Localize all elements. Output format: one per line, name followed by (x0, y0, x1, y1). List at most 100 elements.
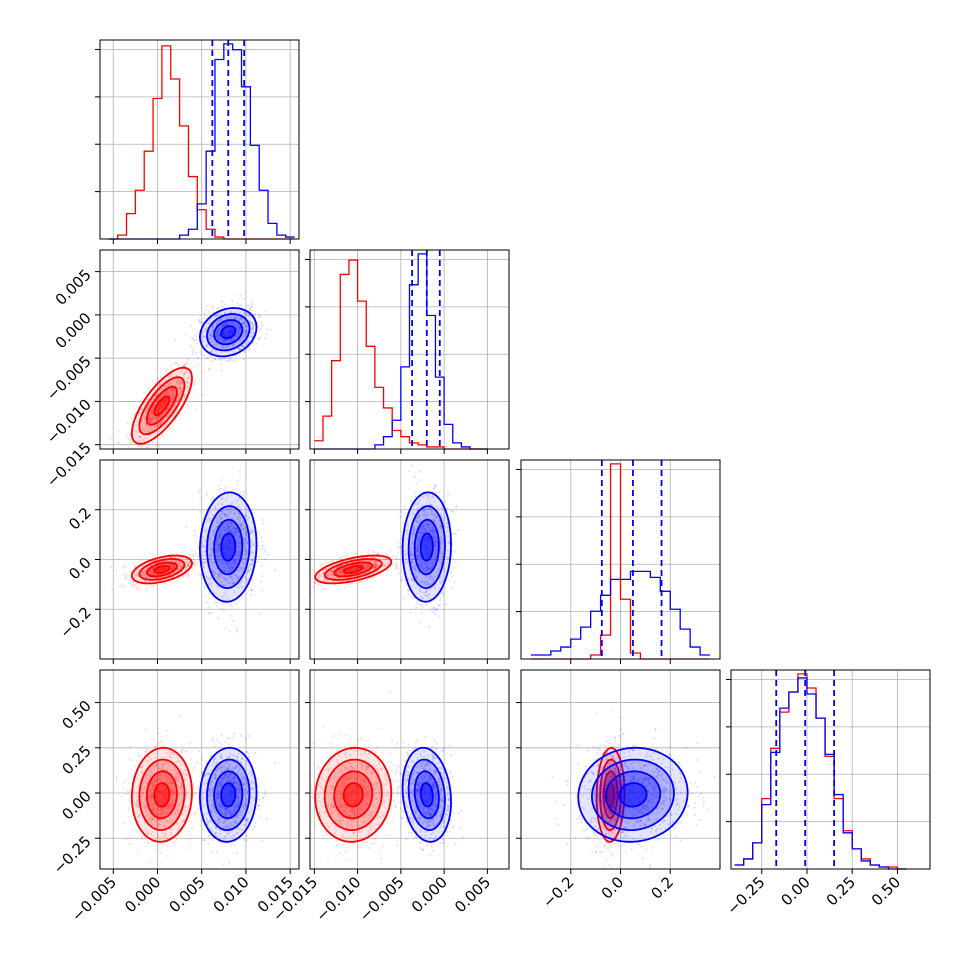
sample-point-blue (211, 571, 214, 574)
sample-point-red (160, 421, 163, 424)
sample-point-blue (418, 587, 421, 591)
sample-point-blue (418, 521, 421, 524)
sample-point-blue (246, 518, 249, 522)
sample-point-red (141, 450, 143, 452)
sample-point-red (152, 573, 155, 576)
sample-point-blue (261, 588, 264, 592)
sample-point-red (355, 568, 359, 571)
sample-point-red (171, 563, 174, 566)
sample-point-blue (225, 561, 228, 564)
sample-point-blue (426, 553, 430, 556)
sample-point-red (132, 790, 135, 793)
sample-point-blue (223, 513, 226, 516)
sample-point-red (144, 576, 147, 579)
sample-point-blue (413, 573, 416, 576)
sample-point-blue (217, 533, 220, 536)
sample-point-red (162, 783, 165, 787)
sample-point-red (179, 562, 182, 565)
sample-point-red (356, 566, 359, 570)
sample-point-blue (259, 580, 263, 583)
sample-point-red (163, 824, 166, 827)
sample-point-red (168, 393, 172, 396)
sample-point-blue (428, 540, 431, 543)
sample-point-red (160, 768, 163, 771)
sample-point-blue (432, 519, 436, 523)
sample-point-red (179, 564, 182, 567)
sample-point-red (162, 765, 165, 769)
sample-point-blue (233, 311, 237, 314)
sample-point-red (167, 383, 171, 386)
sample-point-red (183, 773, 186, 776)
sample-point-blue (411, 578, 414, 581)
sample-point-red (169, 768, 172, 772)
sample-point-red (156, 790, 159, 793)
density-fill-red (324, 559, 382, 580)
sample-point-blue (234, 317, 237, 320)
sample-point-red (150, 795, 153, 798)
sample-point-blue (406, 524, 409, 527)
sample-point-red (165, 423, 168, 426)
sample-point-blue (222, 323, 225, 326)
sample-point-red (174, 791, 177, 794)
sample-point-blue (234, 574, 237, 577)
sample-point-blue (229, 561, 232, 565)
sample-point-red (366, 551, 370, 554)
sample-point-blue (244, 539, 247, 542)
sample-point-blue (228, 316, 232, 320)
sample-point-blue (225, 552, 228, 555)
sample-point-red (300, 586, 302, 588)
sample-point-blue (210, 317, 213, 320)
sample-point-blue (435, 523, 439, 526)
sample-point-red (185, 403, 188, 406)
sample-point-red (162, 401, 165, 404)
sample-point-blue (429, 578, 432, 581)
sample-point-red (149, 419, 152, 422)
sample-point-blue (449, 571, 453, 574)
sample-point-blue (205, 493, 208, 497)
sample-point-blue (235, 316, 238, 319)
sample-point-blue (427, 507, 430, 510)
sample-point-red (161, 402, 164, 405)
sample-point-blue (440, 575, 443, 578)
sample-point-blue (242, 557, 245, 560)
sample-point-blue (447, 541, 450, 545)
sample-point-red (355, 568, 358, 571)
sample-point-blue (225, 561, 228, 564)
sample-point-red (160, 404, 163, 407)
sample-point-blue (244, 548, 247, 551)
sample-point-blue (228, 328, 231, 331)
sample-point-blue (426, 535, 430, 539)
sample-point-red (306, 574, 308, 576)
sample-point-red (192, 568, 195, 571)
sample-point-blue (405, 538, 408, 541)
sample-point-red (185, 567, 188, 570)
sample-point-blue (238, 550, 241, 554)
sample-point-red (167, 804, 170, 807)
sample-point-blue (431, 531, 435, 535)
sample-point-blue (232, 512, 236, 515)
sample-point-blue (234, 512, 237, 515)
sample-point-red (142, 791, 145, 794)
sample-point-red (159, 403, 162, 406)
sample-point-blue (425, 565, 428, 568)
sample-point-red (136, 798, 139, 802)
sample-point-blue (237, 516, 240, 519)
sample-point-blue (234, 531, 237, 534)
sample-point-red (327, 566, 330, 569)
sample-point-red (373, 566, 376, 569)
sample-point-blue (242, 528, 245, 531)
sample-point-red (159, 402, 163, 405)
sample-point-blue (228, 508, 231, 511)
sample-point-blue (216, 585, 219, 588)
sample-point-red (373, 565, 376, 568)
sample-point-blue (230, 554, 233, 557)
sample-point-blue (205, 601, 208, 604)
sample-point-blue (418, 531, 422, 534)
sample-point-red (171, 790, 175, 794)
sample-point-red (157, 410, 160, 413)
sample-point-blue (204, 328, 207, 331)
sample-point-red (160, 400, 163, 403)
sample-point-red (134, 423, 137, 426)
sample-point-blue (231, 567, 234, 570)
sample-point-red (178, 773, 181, 776)
